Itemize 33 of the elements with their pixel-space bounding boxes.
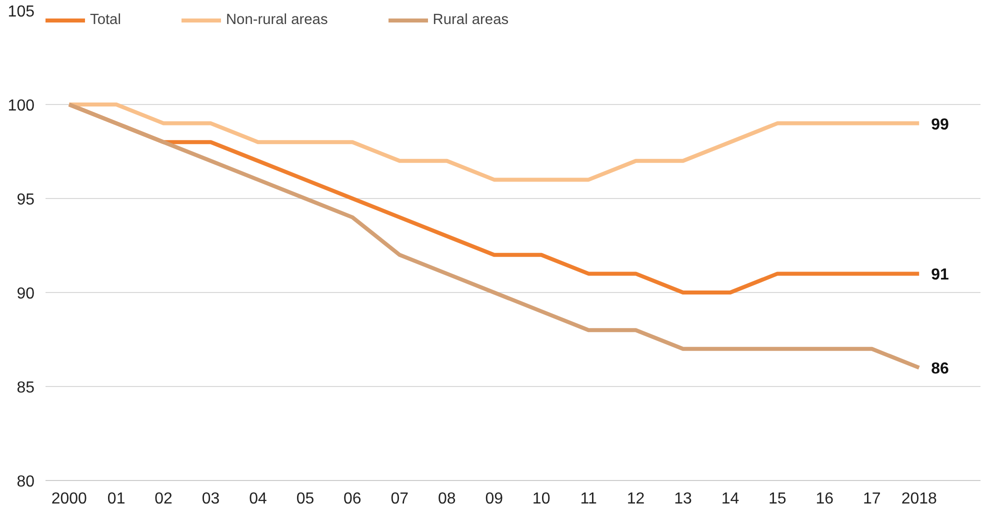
x-tick-label: 02 [154, 490, 173, 508]
x-tick-label: 10 [532, 490, 550, 508]
legend-label: Rural areas [432, 12, 509, 28]
x-tick-label: 2018 [901, 490, 938, 508]
y-tick-label: 105 [8, 4, 35, 20]
x-tick-label: 03 [202, 490, 220, 508]
line-series [67, 102, 922, 182]
legend-label: Total [90, 12, 121, 28]
y-tick-label: 85 [16, 380, 35, 396]
y-tick-label: 80 [16, 474, 35, 490]
data-label: 86 [931, 360, 950, 378]
x-tick-label: 17 [862, 490, 881, 508]
x-tick-label: 05 [296, 490, 314, 508]
x-tick-label: 13 [674, 490, 692, 508]
y-tick-label: 90 [16, 286, 35, 302]
x-tick-label: 15 [768, 490, 786, 508]
x-tick-label: 01 [107, 490, 126, 508]
x-tick-label: 09 [485, 490, 504, 508]
y-tick-label: 95 [16, 192, 35, 208]
x-tick-label: 14 [721, 490, 740, 508]
x-tick-label: 16 [816, 490, 834, 508]
x-tick-label: 04 [249, 490, 267, 508]
data-label: 91 [931, 266, 950, 284]
line-series [67, 102, 922, 370]
data-label: 99 [931, 116, 950, 134]
x-tick-label: 12 [626, 490, 645, 508]
x-tick-label: 07 [390, 490, 409, 508]
y-tick-label: 100 [8, 98, 35, 114]
legend-label: Non-rural areas [226, 12, 328, 28]
x-tick-label: 11 [580, 490, 597, 508]
x-tick-label: 08 [438, 490, 456, 508]
x-tick-label: 2000 [51, 490, 88, 508]
x-tick-label: 06 [344, 490, 362, 508]
